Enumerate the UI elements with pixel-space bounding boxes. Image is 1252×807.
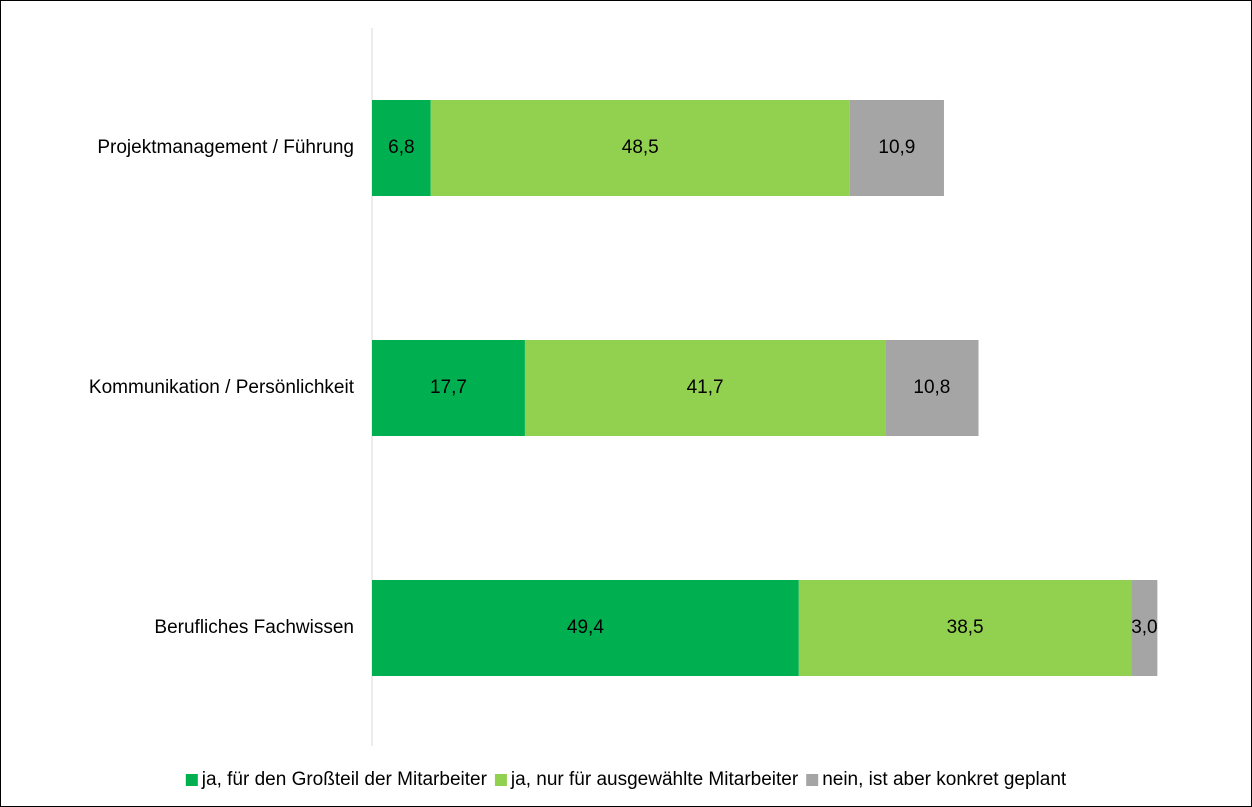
legend-swatch	[185, 774, 198, 786]
legend-swatch	[806, 774, 819, 786]
bar-segment	[1131, 580, 1158, 676]
data-label: 49,4	[567, 617, 604, 638]
data-label: 3,0	[1131, 617, 1157, 638]
legend-label: ja, nur für ausgewählte Mitarbeiter	[510, 769, 799, 790]
bar-segment	[430, 100, 850, 196]
legend-label: ja, für den Großteil der Mitarbeiter	[201, 769, 488, 790]
bar-segment	[524, 340, 886, 436]
bar-segment	[849, 100, 944, 196]
legend-label: nein, ist aber konkret geplant	[822, 769, 1067, 790]
data-label: 10,8	[913, 377, 950, 398]
data-label: 38,5	[947, 617, 984, 638]
bar-segment	[885, 340, 979, 436]
y-tick-label: Projektmanagement / Führung	[97, 137, 354, 158]
bar-segment	[798, 580, 1132, 676]
bar-segment	[372, 100, 431, 196]
data-label: 41,7	[687, 377, 724, 398]
y-tick-label: Kommunikation / Persönlichkeit	[89, 377, 355, 398]
data-label: 6,8	[388, 137, 414, 158]
y-tick-label: Berufliches Fachwissen	[154, 617, 354, 638]
legend-swatch	[494, 774, 507, 786]
data-label: 48,5	[622, 137, 659, 158]
bar-segment	[372, 580, 799, 676]
data-label: 10,9	[878, 137, 915, 158]
data-label: 17,7	[430, 377, 467, 398]
bar-segment	[372, 340, 525, 436]
